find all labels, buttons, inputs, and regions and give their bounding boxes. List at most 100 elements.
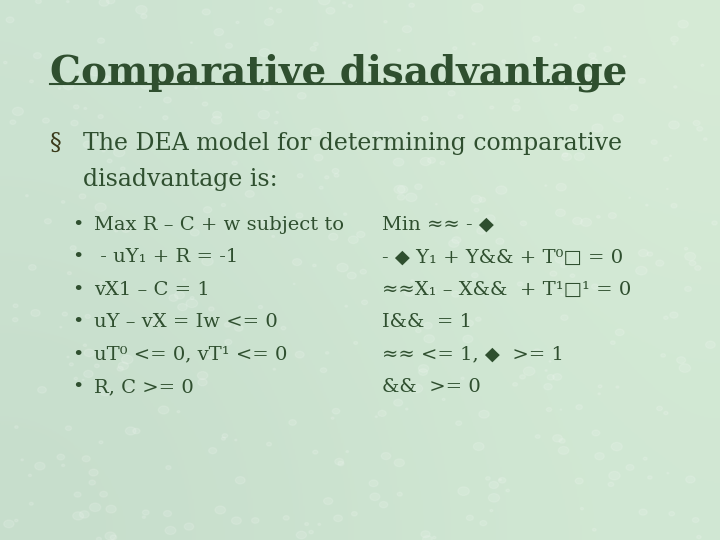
Circle shape <box>418 364 428 372</box>
Circle shape <box>440 161 445 165</box>
Circle shape <box>89 480 96 485</box>
Circle shape <box>312 450 318 454</box>
Circle shape <box>561 294 563 295</box>
Circle shape <box>116 78 121 82</box>
Circle shape <box>235 325 243 331</box>
Circle shape <box>143 516 145 518</box>
Circle shape <box>397 186 408 193</box>
Circle shape <box>126 388 132 392</box>
Text: uY – vX = Iw <= 0: uY – vX = Iw <= 0 <box>94 313 277 331</box>
Circle shape <box>6 17 14 23</box>
Circle shape <box>535 435 540 438</box>
Circle shape <box>474 208 479 212</box>
Circle shape <box>293 284 295 285</box>
Circle shape <box>485 215 495 222</box>
Circle shape <box>596 140 598 141</box>
Circle shape <box>94 364 99 368</box>
Circle shape <box>592 284 598 289</box>
Circle shape <box>97 38 104 43</box>
Circle shape <box>661 354 665 357</box>
Circle shape <box>314 80 315 81</box>
Circle shape <box>664 157 669 161</box>
Circle shape <box>348 236 359 244</box>
Circle shape <box>135 5 147 14</box>
Circle shape <box>545 185 546 186</box>
Circle shape <box>547 375 554 380</box>
Circle shape <box>456 421 462 426</box>
Text: - ◆ Y₁ + Y&& + T⁰□ = 0: - ◆ Y₁ + Y&& + T⁰□ = 0 <box>382 248 623 266</box>
Circle shape <box>163 116 168 120</box>
Circle shape <box>365 64 375 72</box>
Circle shape <box>168 78 173 81</box>
Circle shape <box>556 209 565 217</box>
Circle shape <box>501 141 508 146</box>
Circle shape <box>556 184 567 191</box>
Circle shape <box>177 410 180 413</box>
Circle shape <box>424 322 432 329</box>
Circle shape <box>697 536 701 539</box>
Circle shape <box>448 91 455 96</box>
Circle shape <box>326 8 335 14</box>
Circle shape <box>545 370 547 372</box>
Circle shape <box>697 126 703 131</box>
Circle shape <box>222 78 231 85</box>
Circle shape <box>608 482 614 487</box>
Circle shape <box>325 176 329 179</box>
Circle shape <box>616 386 619 388</box>
Circle shape <box>99 491 107 497</box>
Circle shape <box>354 341 358 345</box>
Circle shape <box>276 9 282 13</box>
Circle shape <box>84 344 86 347</box>
Circle shape <box>436 204 437 205</box>
Circle shape <box>374 132 380 136</box>
Circle shape <box>608 213 616 219</box>
Circle shape <box>71 120 78 126</box>
Circle shape <box>314 42 318 46</box>
Circle shape <box>202 102 208 106</box>
Circle shape <box>260 220 264 223</box>
Circle shape <box>488 494 500 502</box>
Circle shape <box>639 249 648 256</box>
Circle shape <box>553 374 562 380</box>
Circle shape <box>516 138 519 140</box>
Circle shape <box>84 141 92 148</box>
Circle shape <box>424 335 434 343</box>
Circle shape <box>613 114 624 122</box>
Circle shape <box>106 505 116 513</box>
Circle shape <box>485 477 490 480</box>
Circle shape <box>624 55 626 57</box>
Circle shape <box>232 517 241 524</box>
Circle shape <box>225 43 233 49</box>
Circle shape <box>521 221 526 226</box>
Circle shape <box>592 124 603 132</box>
Circle shape <box>461 377 464 380</box>
Circle shape <box>361 300 368 305</box>
Circle shape <box>100 388 111 396</box>
Circle shape <box>475 317 481 321</box>
Circle shape <box>452 237 461 244</box>
Circle shape <box>311 129 321 136</box>
Circle shape <box>266 180 268 181</box>
Circle shape <box>98 114 103 119</box>
Circle shape <box>225 322 230 327</box>
Circle shape <box>554 44 557 46</box>
Text: Max R – C + w subject to: Max R – C + w subject to <box>94 216 343 234</box>
Circle shape <box>84 349 94 356</box>
Circle shape <box>394 459 405 467</box>
Circle shape <box>669 511 675 516</box>
Circle shape <box>319 186 323 189</box>
Circle shape <box>82 379 84 381</box>
Circle shape <box>402 25 412 32</box>
Circle shape <box>347 272 356 279</box>
Circle shape <box>576 404 582 409</box>
Circle shape <box>580 508 583 510</box>
Circle shape <box>67 356 69 357</box>
Circle shape <box>273 368 276 370</box>
Circle shape <box>531 143 534 145</box>
Circle shape <box>597 215 600 218</box>
Circle shape <box>235 439 237 441</box>
Circle shape <box>472 43 475 45</box>
Circle shape <box>603 46 611 52</box>
Circle shape <box>84 370 93 377</box>
Circle shape <box>164 83 167 85</box>
